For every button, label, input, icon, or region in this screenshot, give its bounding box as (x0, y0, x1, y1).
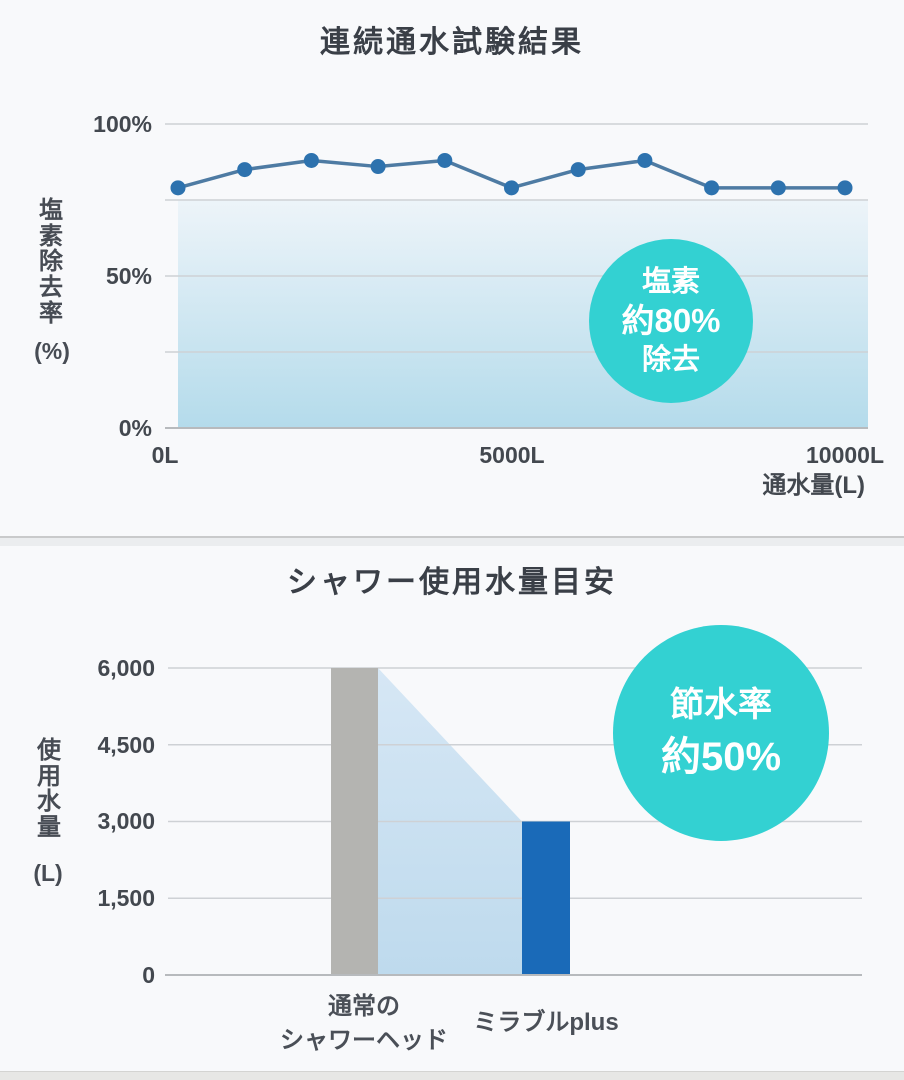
category-label-line: ミラブルplus (473, 1009, 619, 1036)
line-chart-xtick-5000: 5000L (479, 442, 545, 468)
badge-line: 節水率 (670, 685, 772, 724)
bar-category-mirable-plus: ミラブルplus (436, 1006, 656, 1040)
bar-category-normal-showerhead: 通常の シャワーヘッド (244, 990, 484, 1057)
bar-chart-ytick-6000: 6,000 (97, 655, 155, 681)
line-chart-xtick-0: 0L (151, 442, 179, 468)
badge-line: 約80% (621, 302, 721, 340)
chlorine-removal-badge: 塩素 約80% 除去 (589, 239, 753, 403)
line-chart-y-axis-unit: (%) (34, 338, 70, 364)
bottom-edge-strip (0, 1071, 904, 1080)
bar-chart-title: シャワー使用水量目安 (287, 566, 617, 599)
bar-chart-ytick-0: 0 (142, 962, 155, 988)
badge-line: 約50% (660, 735, 782, 780)
line-chart-title: 連続通水試験結果 (320, 26, 584, 59)
bar-chart-y-axis-unit: (L) (33, 860, 63, 886)
panel-divider (0, 536, 904, 546)
line-chart-ytick-100: 100% (93, 111, 152, 137)
badge-line: 塩素 (641, 266, 700, 299)
category-label-line: 通常の (328, 993, 400, 1020)
line-chart-xtick-10000: 10000L (805, 442, 884, 468)
line-chart-ytick-50: 50% (105, 263, 152, 289)
line-chart-ytick-0: 0% (118, 415, 152, 441)
bar-chart-ytick-3000: 3,000 (97, 808, 155, 834)
bar-chart-ytick-1500: 1,500 (97, 885, 155, 911)
category-label-line: シャワーヘッド (280, 1026, 448, 1054)
water-saving-badge: 節水率 約50% (613, 625, 829, 841)
badge-line: 除去 (641, 343, 700, 376)
bar-chart-y-axis-label: 使用水量 (37, 737, 61, 842)
bar-chart-ytick-4500: 4,500 (97, 732, 155, 758)
line-chart-y-axis-label: 塩素除去率 (39, 197, 63, 327)
line-chart-x-axis-label: 通水量(L) (762, 472, 865, 499)
